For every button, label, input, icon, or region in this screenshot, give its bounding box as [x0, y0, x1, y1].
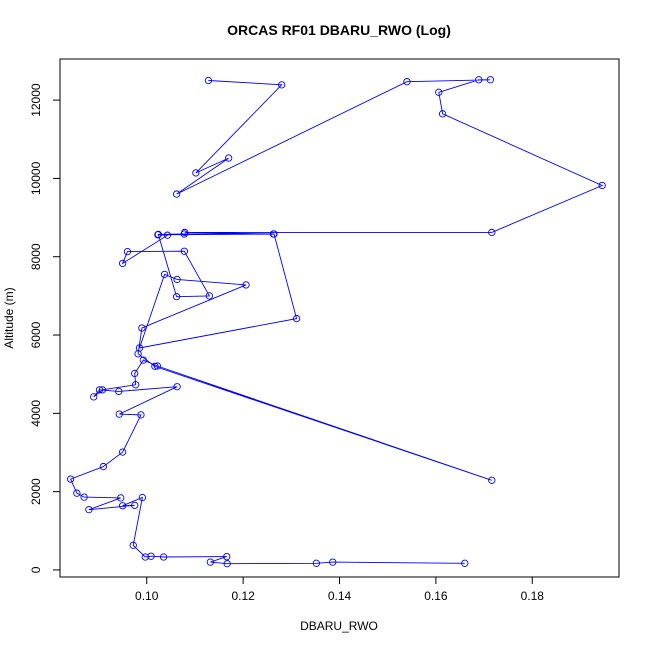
data-point	[98, 386, 107, 394]
data-point	[488, 228, 496, 237]
data-point	[269, 230, 278, 238]
data-point	[131, 501, 139, 509]
data-point	[204, 76, 213, 85]
x-tick-label: 0.12	[231, 589, 255, 603]
data-point	[137, 411, 145, 419]
data-point	[115, 387, 123, 396]
data-point	[486, 76, 494, 84]
y-axis-label: Altitude (m)	[2, 287, 16, 348]
x-axis-label: DBARU_RWO	[300, 619, 378, 633]
y-tick-label: 0	[29, 566, 43, 573]
data-point	[138, 493, 147, 502]
y-tick-label: 6000	[29, 321, 43, 348]
data-point	[461, 559, 469, 567]
data-point	[181, 228, 189, 237]
data-point	[242, 281, 250, 289]
y-axis: 0 2000 4000 6000 8000 10000 12000	[29, 83, 61, 573]
data-point	[278, 81, 286, 89]
data-point	[488, 476, 496, 484]
chart-title: ORCAS RF01 DBARU_RWO (Log)	[227, 22, 451, 38]
data-point	[172, 190, 181, 198]
data-point	[225, 154, 233, 162]
data-point	[118, 448, 127, 456]
data-point	[99, 462, 108, 471]
y-tick-label: 8000	[29, 243, 43, 270]
data-point	[206, 558, 215, 566]
data-point	[435, 88, 443, 96]
data-point	[292, 314, 301, 323]
data-point	[160, 270, 169, 278]
data-point	[118, 502, 127, 510]
x-tick-label: 0.14	[328, 589, 352, 603]
data-point	[163, 231, 172, 239]
data-point	[159, 553, 168, 561]
data-point	[66, 475, 75, 483]
data-point	[173, 275, 181, 284]
data-point	[151, 362, 159, 371]
data-point	[223, 560, 231, 568]
data-point	[117, 494, 125, 502]
data-point	[172, 293, 181, 301]
y-tick-label: 4000	[29, 400, 43, 427]
data-point	[154, 230, 162, 239]
plot-frame	[59, 58, 620, 578]
data-point	[153, 362, 161, 370]
data-point	[205, 292, 214, 300]
x-tick-label: 0.10	[135, 589, 159, 603]
data-point	[90, 393, 98, 401]
data-point	[123, 247, 132, 256]
x-tick-label: 0.16	[424, 589, 448, 603]
data-point	[73, 489, 81, 497]
series-line	[69, 79, 604, 565]
data-point	[118, 259, 127, 268]
data-point	[80, 493, 88, 501]
data-point	[147, 552, 155, 560]
x-axis: 0.10 0.12 0.14 0.16 0.18	[135, 576, 545, 603]
data-point	[115, 410, 123, 418]
data-point	[598, 181, 606, 190]
data-point	[129, 541, 137, 549]
data-point	[141, 553, 149, 561]
y-tick-label: 12000	[29, 83, 43, 117]
data-point	[138, 324, 146, 332]
y-tick-label: 10000	[29, 161, 43, 195]
data-point	[132, 381, 140, 389]
data-point	[95, 386, 104, 394]
data-point	[131, 369, 139, 378]
data-point	[403, 78, 411, 86]
data-point	[173, 383, 181, 391]
y-tick-label: 2000	[29, 478, 43, 505]
series-layer	[66, 76, 606, 568]
data-point	[192, 169, 200, 177]
data-point	[438, 110, 447, 118]
data-point	[312, 559, 321, 567]
x-tick-label: 0.18	[521, 589, 545, 603]
data-point	[180, 247, 188, 255]
data-point	[135, 344, 144, 352]
data-point	[139, 356, 148, 364]
data-point	[475, 76, 483, 84]
data-point	[85, 506, 93, 514]
data-point	[223, 552, 231, 561]
data-point	[329, 558, 337, 566]
